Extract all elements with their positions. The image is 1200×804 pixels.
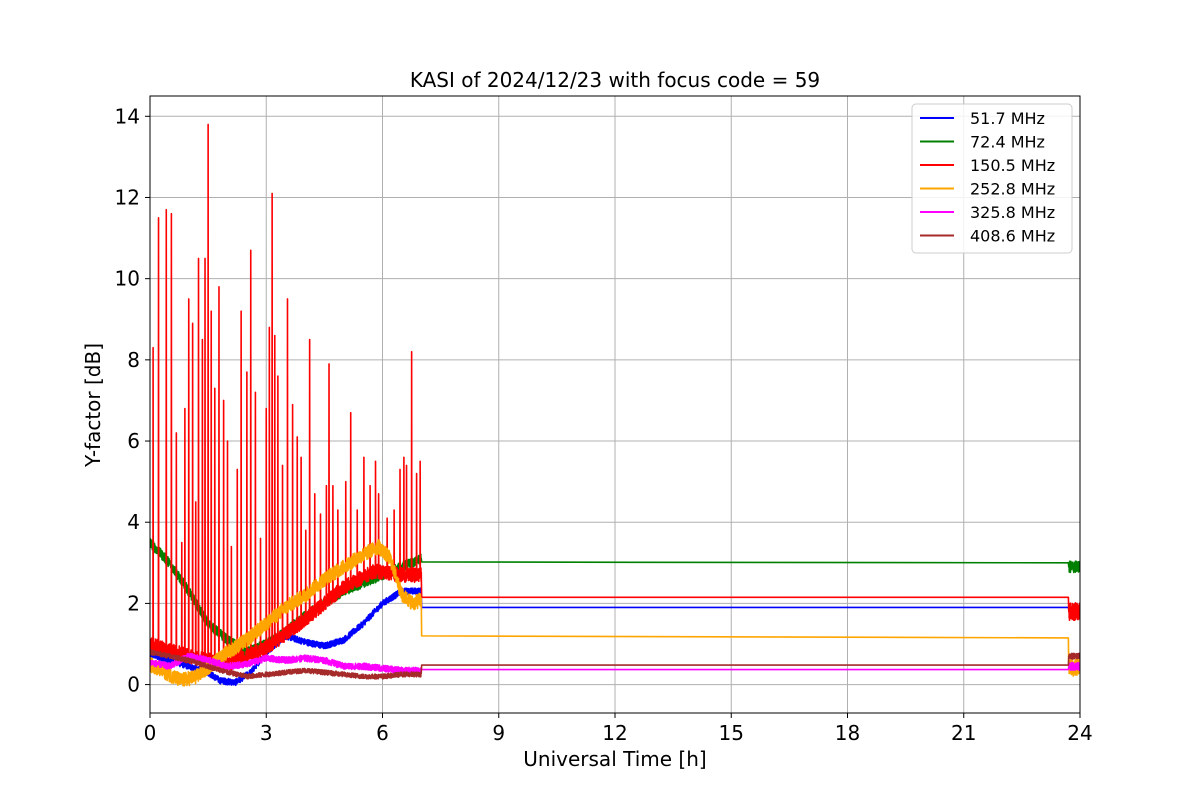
x-tick-label: 3 — [260, 721, 273, 745]
y-tick-label: 0 — [127, 673, 140, 697]
series-line-4 — [150, 538, 1080, 687]
y-tick-label: 10 — [115, 267, 140, 291]
legend-label-2: 72.4 MHz — [970, 133, 1045, 152]
x-tick-label: 12 — [602, 721, 627, 745]
x-tick-label: 24 — [1067, 721, 1092, 745]
legend: 51.7 MHz 72.4 MHz 150.5 MHz 252.8 MHz 32… — [911, 103, 1073, 254]
x-tick-label: 21 — [951, 721, 976, 745]
series-line-3 — [150, 123, 1080, 673]
x-tick-label: 0 — [144, 721, 157, 745]
legend-label-4: 252.8 MHz — [970, 180, 1055, 199]
y-tick-label: 4 — [127, 510, 140, 534]
legend-label-6: 408.6 MHz — [970, 227, 1055, 246]
chart-title: KASI of 2024/12/23 with focus code = 59 — [410, 68, 820, 92]
legend-label-3: 150.5 MHz — [970, 156, 1055, 175]
y-tick-label: 2 — [127, 591, 140, 615]
y-tick-label: 6 — [127, 429, 140, 453]
x-tick-label: 15 — [719, 721, 744, 745]
series-lines — [150, 123, 1080, 687]
x-tick-label: 9 — [492, 721, 505, 745]
y-axis-label: Y-factor [dB] — [81, 343, 105, 468]
x-tick-label: 18 — [835, 721, 860, 745]
x-tick-label: 6 — [376, 721, 389, 745]
series-line-5 — [150, 652, 1080, 675]
y-tick-label: 12 — [115, 185, 140, 209]
series-line-6 — [150, 649, 1080, 680]
x-axis-label: Universal Time [h] — [523, 747, 706, 771]
y-tick-label: 14 — [115, 104, 140, 128]
legend-label-5: 325.8 MHz — [970, 203, 1055, 222]
legend-label-1: 51.7 MHz — [970, 109, 1045, 128]
y-tick-label: 8 — [127, 348, 140, 372]
